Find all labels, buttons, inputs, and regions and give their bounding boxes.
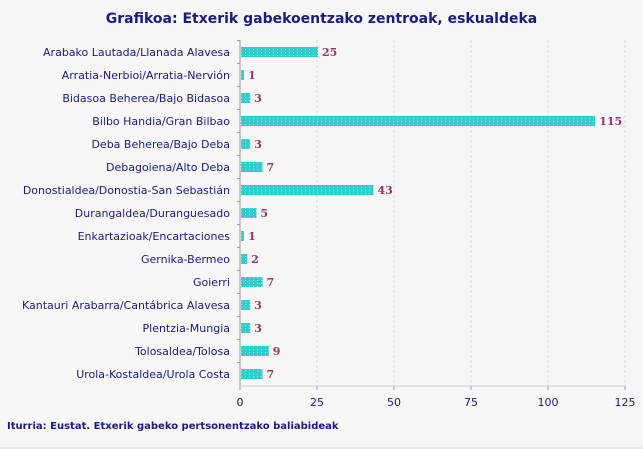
category-label: Gernika-Bermeo [141, 253, 230, 266]
value-label: 1 [248, 230, 256, 243]
x-tick-label: 125 [615, 396, 636, 409]
value-label: 25 [322, 46, 337, 59]
bar [241, 346, 269, 356]
category-label: Kantauri Arabarra/Cantábrica Alavesa [22, 299, 230, 312]
category-label: Bidasoa Beherea/Bajo Bidasoa [62, 92, 230, 105]
category-label: Donostialdea/Donostia-San Sebastián [23, 184, 230, 197]
bar [241, 93, 251, 103]
bar [241, 139, 251, 149]
bar [241, 162, 263, 172]
x-tick-label: 25 [310, 396, 324, 409]
bar [241, 185, 374, 195]
value-label: 115 [599, 115, 622, 128]
category-label: Plentzia-Mungia [143, 322, 231, 335]
bar [241, 323, 251, 333]
category-label: Deba Beherea/Bajo Deba [91, 138, 230, 151]
x-tick-label: 50 [387, 396, 401, 409]
value-label: 1 [248, 69, 256, 82]
category-label: Tolosaldea/Tolosa [134, 345, 230, 358]
divider [0, 447, 643, 449]
bar [241, 208, 257, 218]
value-label: 7 [267, 161, 275, 174]
bar [241, 47, 318, 57]
category-label: Bilbo Handia/Gran Bilbao [92, 115, 230, 128]
source-note: Iturria: Eustat. Etxerik gabeko pertsone… [7, 421, 339, 432]
category-label: Enkartazioak/Encartaciones [78, 230, 231, 243]
x-tick-label: 100 [538, 396, 559, 409]
bar [241, 300, 251, 310]
x-tick-label: 0 [237, 396, 244, 409]
bar [241, 70, 245, 80]
bar [241, 277, 263, 287]
category-label: Goierri [193, 276, 230, 289]
value-label: 7 [267, 276, 275, 289]
bar [241, 369, 263, 379]
value-label: 2 [251, 253, 259, 266]
category-label: Arabako Lautada/Llanada Alavesa [43, 46, 230, 59]
value-label: 3 [254, 322, 262, 335]
bar [241, 254, 248, 264]
value-label: 43 [377, 184, 392, 197]
category-label: Arratia-Nerbioi/Arratia-Nervión [62, 69, 230, 82]
category-label: Urola-Kostaldea/Urola Costa [76, 368, 230, 381]
chart-title: Grafikoa: Etxerik gabekoentzako zentroak… [105, 11, 538, 27]
bar [241, 116, 596, 126]
bar [241, 231, 245, 241]
value-label: 7 [267, 368, 275, 381]
value-label: 5 [260, 207, 268, 220]
value-label: 3 [254, 92, 262, 105]
category-label: Debagoiena/Alto Deba [106, 161, 230, 174]
value-label: 3 [254, 138, 262, 151]
value-label: 3 [254, 299, 262, 312]
value-label: 9 [273, 345, 281, 358]
x-tick-label: 75 [464, 396, 478, 409]
category-label: Durangaldea/Duranguesado [75, 207, 231, 220]
